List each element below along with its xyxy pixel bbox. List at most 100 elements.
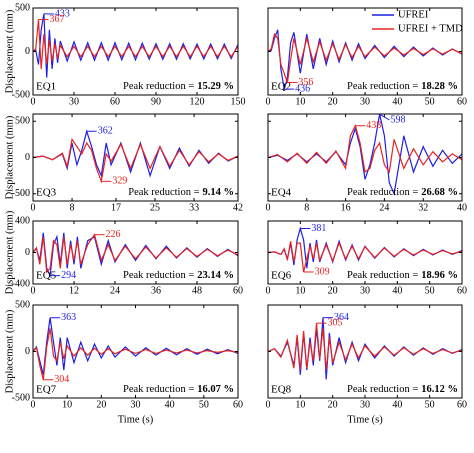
x-tick-label: 60 [233, 285, 243, 296]
peak-label: 381 [311, 223, 326, 234]
panel-label: EQ7 [36, 384, 57, 396]
x-tick-label: 50 [425, 285, 435, 296]
peak-label: 226 [106, 229, 121, 240]
x-tick-label: 20 [328, 399, 338, 410]
x-tick-label: 10 [295, 96, 305, 107]
reduction-value: 9.14 % [203, 187, 235, 198]
x-tick-label: 0 [31, 285, 36, 296]
x-tick-label: 0 [31, 202, 36, 213]
peak-label: 364 [334, 312, 349, 323]
x-tick-label: 30 [69, 96, 79, 107]
x-tick-label: 24 [110, 285, 120, 296]
series-line [33, 19, 238, 69]
series-line [33, 129, 238, 178]
reduction-label: Peak reduction = [347, 187, 418, 198]
x-tick-label: 60 [110, 96, 120, 107]
panel-label: EQ5 [36, 270, 57, 282]
x-tick-label: 36 [151, 285, 161, 296]
peak-label: 367 [49, 14, 64, 25]
x-tick-label: 17 [111, 202, 121, 213]
series-line [33, 233, 238, 274]
reduction-value: 16.07 % [197, 384, 234, 395]
y-tick-label: -400 [12, 278, 30, 289]
x-tick-label: 0 [266, 285, 271, 296]
x-tick-label: 10 [295, 285, 305, 296]
x-tick-label: 60 [457, 96, 467, 107]
x-tick-label: 42 [233, 202, 243, 213]
x-tick-label: 90 [151, 96, 161, 107]
x-tick-label: 0 [266, 96, 271, 107]
y-tick-label: -500 [12, 188, 30, 199]
x-tick-label: 40 [392, 399, 402, 410]
peak-label: 433 [55, 8, 70, 19]
x-tick-label: 150 [231, 96, 246, 107]
series-line [268, 226, 462, 269]
reduction-value: 18.28 % [421, 81, 458, 92]
x-tick-label: 16 [341, 202, 351, 213]
x-tick-label: 10 [295, 399, 305, 410]
x-tick-label: 60 [457, 399, 467, 410]
x-tick-label: 40 [457, 202, 467, 213]
x-tick-label: 12 [69, 285, 79, 296]
panel-label: EQ6 [271, 270, 292, 282]
x-tick-label: 30 [360, 96, 370, 107]
x-tick-label: 0 [266, 399, 271, 410]
peak-reduction: Peak reduction = 18.28 % [347, 81, 458, 92]
y-tick-label: 0 [25, 346, 30, 357]
peak-reduction: Peak reduction = 16.12 % [347, 384, 458, 395]
y-tick-label: -500 [12, 392, 30, 403]
y-tick-label: 400 [15, 215, 30, 226]
panel-label: EQ1 [36, 81, 56, 93]
x-tick-label: 40 [392, 96, 402, 107]
x-tick-label: 40 [392, 285, 402, 296]
x-tick-label: 33 [189, 202, 199, 213]
x-tick-label: 20 [328, 285, 338, 296]
y-tick-label: 500 [15, 299, 30, 310]
peak-reduction: Peak reduction = 18.96 % [347, 270, 458, 281]
x-tick-label: 10 [62, 399, 72, 410]
x-tick-label: 50 [425, 399, 435, 410]
peak-label: 436 [295, 83, 310, 94]
panel-label: EQ3 [36, 187, 57, 199]
x-tick-label: 8 [304, 202, 309, 213]
series-line [33, 13, 238, 78]
y-tick-label: 0 [25, 152, 30, 163]
x-tick-label: 30 [360, 285, 370, 296]
x-tick-label: 60 [233, 399, 243, 410]
x-tick-label: 32 [418, 202, 428, 213]
panel-label: EQ4 [271, 187, 292, 199]
reduction-value: 18.96 % [421, 270, 458, 281]
x-tick-label: 50 [199, 399, 209, 410]
reduction-value: 23.14 % [197, 270, 234, 281]
x-tick-label: 20 [96, 399, 106, 410]
peak-reduction: Peak reduction = 26.68 % [347, 187, 458, 198]
x-tick-label: 60 [457, 285, 467, 296]
peak-label: 309 [315, 266, 330, 277]
y-tick-label: 500 [15, 116, 30, 127]
series-line [268, 323, 462, 371]
peak-label: 598 [391, 114, 406, 125]
y-axis-label: Displacement (mm) [4, 115, 15, 199]
series-line [268, 317, 462, 380]
y-axis-label: Displacement (mm) [4, 309, 15, 393]
x-tick-label: 120 [190, 96, 205, 107]
x-tick-label: 40 [165, 399, 175, 410]
y-tick-label: 0 [25, 247, 30, 258]
series-line [33, 317, 238, 375]
series-line [33, 137, 238, 184]
y-tick-label: 500 [15, 2, 30, 13]
reduction-value: 16.12 % [421, 384, 458, 395]
x-tick-label: 30 [131, 399, 141, 410]
peak-label: 438 [366, 120, 381, 131]
x-tick-label: 0 [266, 202, 271, 213]
y-tick-label: 0 [25, 46, 30, 57]
y-tick-label: -500 [12, 89, 30, 100]
x-axis-label: Time (s) [347, 414, 383, 425]
series-line [268, 124, 462, 174]
x-tick-label: 30 [360, 399, 370, 410]
peak-reduction: Peak reduction = 16.07 % [123, 384, 234, 395]
panel-label: EQ8 [271, 384, 292, 396]
peak-reduction: Peak reduction = 23.14 % [123, 270, 234, 281]
peak-reduction: Peak reduction = 15.29 % [123, 81, 234, 92]
